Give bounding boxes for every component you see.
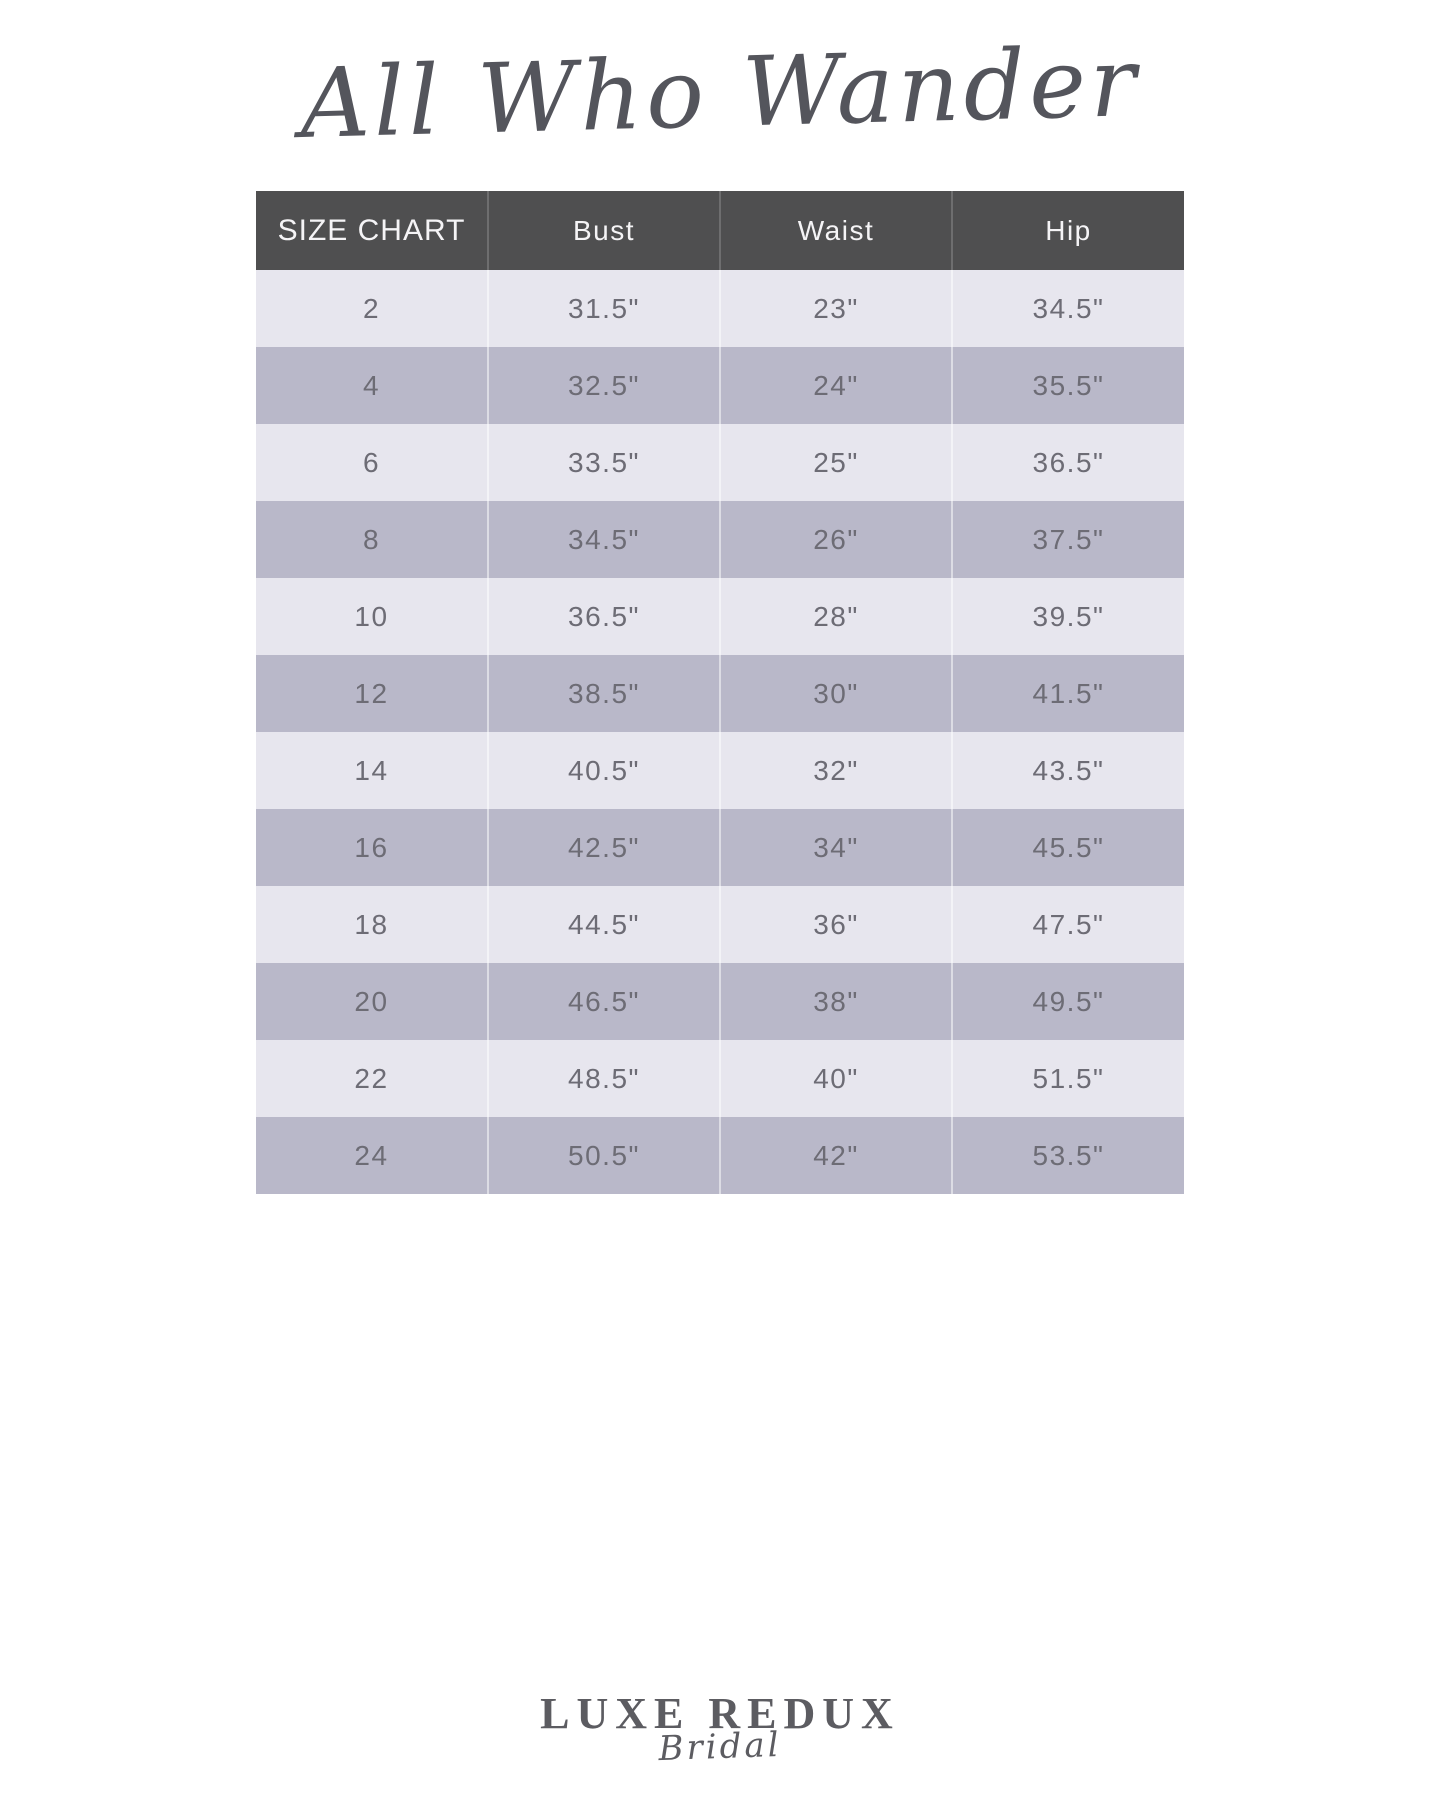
table-cell: 24 (256, 1117, 488, 1194)
table-row: 8 34.5" 26" 37.5" (256, 501, 1184, 578)
footer-logo: LUXE REDUX Bridal (0, 1688, 1440, 1769)
table-cell: 30" (719, 655, 952, 732)
table-cell: 47.5" (951, 886, 1184, 963)
table-cell: 12 (256, 655, 488, 732)
brand-logo-text: All Who Wander (298, 26, 1142, 160)
table-cell: 20 (256, 963, 488, 1040)
column-header: Bust (487, 191, 720, 270)
table-row: 10 36.5" 28" 39.5" (256, 578, 1184, 655)
column-header: SIZE CHART (256, 191, 488, 270)
table-cell: 53.5" (951, 1117, 1184, 1194)
table-cell: 36.5" (487, 578, 720, 655)
table-cell: 39.5" (951, 578, 1184, 655)
table-cell: 36" (719, 886, 952, 963)
table-cell: 14 (256, 732, 488, 809)
table-row: 22 48.5" 40" 51.5" (256, 1040, 1184, 1117)
table-cell: 40" (719, 1040, 952, 1117)
table-cell: 38.5" (487, 655, 720, 732)
table-cell: 22 (256, 1040, 488, 1117)
table-cell: 46.5" (487, 963, 720, 1040)
size-chart-table: SIZE CHART Bust Waist Hip 2 31.5" 23" 34.5" 4 32… (256, 191, 1184, 1194)
table-cell: 34.5" (951, 270, 1184, 347)
table-cell: 42.5" (487, 809, 720, 886)
table-cell: 31.5" (487, 270, 720, 347)
table-cell: 26" (719, 501, 952, 578)
table-cell: 32" (719, 732, 952, 809)
table-cell: 45.5" (951, 809, 1184, 886)
table-header-row: SIZE CHART Bust Waist Hip (256, 191, 1184, 270)
table-row: 14 40.5" 32" 43.5" (256, 732, 1184, 809)
table-cell: 34" (719, 809, 952, 886)
table-cell: 4 (256, 347, 488, 424)
table-cell: 28" (719, 578, 952, 655)
table-cell: 51.5" (951, 1040, 1184, 1117)
table-cell: 50.5" (487, 1117, 720, 1194)
table-cell: 43.5" (951, 732, 1184, 809)
table-cell: 16 (256, 809, 488, 886)
column-header: Waist (719, 191, 952, 270)
table-cell: 41.5" (951, 655, 1184, 732)
table-cell: 32.5" (487, 347, 720, 424)
table-cell: 44.5" (487, 886, 720, 963)
table-cell: 18 (256, 886, 488, 963)
column-header: Hip (951, 191, 1184, 270)
table-cell: 37.5" (951, 501, 1184, 578)
table-row: 20 46.5" 38" 49.5" (256, 963, 1184, 1040)
table-row: 12 38.5" 30" 41.5" (256, 655, 1184, 732)
table-cell: 49.5" (951, 963, 1184, 1040)
table-row: 2 31.5" 23" 34.5" (256, 270, 1184, 347)
table-cell: 8 (256, 501, 488, 578)
table-cell: 25" (719, 424, 952, 501)
table-row: 18 44.5" 36" 47.5" (256, 886, 1184, 963)
table-cell: 10 (256, 578, 488, 655)
table-cell: 42" (719, 1117, 952, 1194)
table-row: 4 32.5" 24" 35.5" (256, 347, 1184, 424)
footer-logo-primary: LUXE REDUX (540, 1689, 900, 1738)
table-cell: 34.5" (487, 501, 720, 578)
table-cell: 6 (256, 424, 488, 501)
table-body: 2 31.5" 23" 34.5" 4 32.5" 24" 35.5" 6 33.5" 25" 36.… (256, 270, 1184, 1194)
table-cell: 35.5" (951, 347, 1184, 424)
table-cell: 24" (719, 347, 952, 424)
table-cell: 48.5" (487, 1040, 720, 1117)
table-row: 6 33.5" 25" 36.5" (256, 424, 1184, 501)
table-row: 16 42.5" 34" 45.5" (256, 809, 1184, 886)
table-cell: 36.5" (951, 424, 1184, 501)
table-cell: 33.5" (487, 424, 720, 501)
table-cell: 2 (256, 270, 488, 347)
table-row: 24 50.5" 42" 53.5" (256, 1117, 1184, 1194)
table-cell: 38" (719, 963, 952, 1040)
table-cell: 40.5" (487, 732, 720, 809)
table-cell: 23" (719, 270, 952, 347)
